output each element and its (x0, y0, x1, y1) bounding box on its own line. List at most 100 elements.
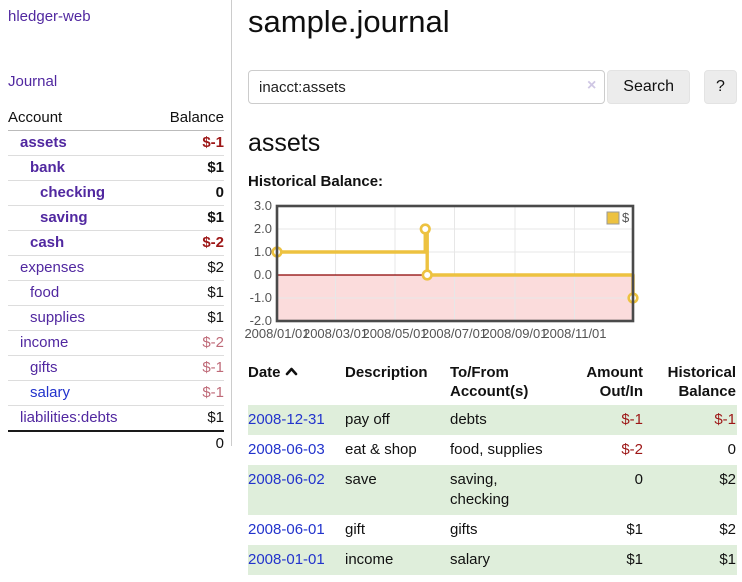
accounts-total-row: 0 (8, 430, 224, 456)
account-link-bank[interactable]: bank (30, 159, 66, 176)
register-header-account: To/From Account(s) (450, 364, 529, 400)
account-row: checking 0 (8, 180, 224, 206)
account-heading: assets (248, 129, 321, 157)
transaction-amount: $-1 (560, 405, 644, 435)
transaction-amount: $1 (560, 545, 644, 575)
search-input[interactable] (248, 70, 606, 104)
historical-balance-chart: $3.0 2.0 1.0 0.0 -1.0 -2.02008/01/012008/03/0… (244, 198, 639, 341)
transaction-balance: $-1 (644, 405, 737, 435)
account-row: assets $-1 (8, 131, 224, 156)
account-balance: $2 (152, 255, 224, 281)
transaction-date-link[interactable]: 2008-06-02 (248, 471, 325, 488)
account-row: income $-2 (8, 330, 224, 356)
account-balance: $1 (152, 205, 224, 231)
account-balance: $1 (152, 405, 224, 431)
search-bar: × Search ? (248, 70, 737, 104)
transaction-date-link[interactable]: 2008-01-01 (248, 551, 325, 568)
account-link-liabilities-debts[interactable]: liabilities:debts (20, 409, 118, 426)
account-link-food[interactable]: food (30, 284, 60, 301)
account-balance: $-1 (152, 380, 224, 406)
svg-text:2008/07/01: 2008/07/01 (422, 326, 487, 341)
transaction-description: eat & shop (345, 441, 417, 458)
svg-text:-1.0: -1.0 (250, 290, 272, 305)
transaction-description: gift (345, 521, 366, 538)
account-balance: $1 (152, 305, 224, 331)
transaction-balance: $1 (644, 545, 737, 575)
svg-text:2008/05/01: 2008/05/01 (362, 326, 427, 341)
search-button[interactable]: Search (607, 70, 690, 104)
transaction-accounts: gifts (450, 521, 478, 538)
account-row: liabilities:debts $1 (8, 405, 224, 431)
account-balance: 0 (152, 180, 224, 206)
main-content: sample.journal × Search ? assets Histori… (244, 0, 737, 575)
register-header-balance: Historical Balance (667, 364, 736, 400)
chart-title: Historical Balance: (248, 173, 384, 190)
account-row: supplies $1 (8, 305, 224, 331)
transaction-accounts: salary (450, 545, 560, 575)
account-link-salary[interactable]: salary (30, 384, 71, 401)
account-balance: $-1 (202, 134, 224, 151)
transaction-accounts: food, supplies (450, 441, 543, 458)
account-column-header: Account (8, 107, 153, 131)
account-balance: $-2 (152, 230, 224, 256)
help-button[interactable]: ? (704, 70, 737, 104)
app-title-link[interactable]: hledger-web (8, 8, 91, 25)
transaction-amount: 0 (560, 465, 644, 515)
account-row: bank $1 (8, 155, 224, 181)
svg-text:2.0: 2.0 (254, 221, 272, 236)
account-link-supplies[interactable]: supplies (30, 309, 86, 326)
register-row: 2008-12-31 pay off debts $-1 $-1 (248, 405, 737, 435)
transaction-balance: $2 (644, 465, 737, 515)
svg-text:2008/09/01: 2008/09/01 (482, 326, 547, 341)
transaction-balance: 0 (727, 441, 736, 458)
transaction-balance: $2 (719, 521, 736, 538)
transaction-date-link[interactable]: 2008-06-01 (248, 521, 325, 538)
account-row: cash $-2 (8, 230, 224, 256)
transaction-description: income (345, 545, 450, 575)
svg-text:$: $ (622, 210, 630, 225)
transaction-date-link[interactable]: 2008-12-31 (248, 411, 325, 428)
svg-text:-2.0: -2.0 (250, 313, 272, 328)
account-link-checking[interactable]: checking (40, 184, 106, 201)
clear-search-icon[interactable]: × (586, 77, 597, 94)
svg-text:0.0: 0.0 (254, 267, 272, 282)
transaction-accounts: saving, checking (450, 465, 560, 515)
transaction-amount: $1 (626, 521, 643, 538)
register-header-date: Date (248, 361, 345, 405)
account-row: gifts $-1 (8, 355, 224, 381)
register-row: 2008-01-01 income salary $1 $1 (248, 545, 737, 575)
register-header-amount: Amount Out/In (586, 364, 643, 400)
register-row: 2008-06-03 eat & shop food, supplies $-2… (248, 435, 737, 465)
svg-text:3.0: 3.0 (254, 198, 272, 213)
account-link-gifts[interactable]: gifts (30, 359, 58, 376)
account-link-assets[interactable]: assets (20, 134, 67, 151)
account-row: saving $1 (8, 205, 224, 231)
transaction-amount: $-2 (621, 441, 643, 458)
transaction-description: save (345, 465, 450, 515)
accounts-total-value: 0 (152, 430, 224, 456)
account-link-saving[interactable]: saving (40, 209, 88, 226)
sidebar-item-journal[interactable]: Journal (8, 73, 58, 90)
svg-text:1.0: 1.0 (254, 244, 272, 259)
register-row: 2008-06-02 save saving, checking 0 $2 (248, 465, 737, 515)
transaction-date-link[interactable]: 2008-06-03 (248, 441, 325, 458)
svg-text:2008/03/01: 2008/03/01 (303, 326, 368, 341)
svg-text:2008/01/01: 2008/01/01 (244, 326, 309, 341)
register-header-description: Description (345, 364, 428, 381)
account-balance: $-2 (152, 330, 224, 356)
account-balance: $1 (152, 155, 224, 181)
account-row: food $1 (8, 280, 224, 306)
page-title: sample.journal (248, 4, 450, 39)
transaction-accounts: debts (450, 405, 560, 435)
account-balance: $1 (152, 280, 224, 306)
account-link-income[interactable]: income (20, 334, 69, 351)
sort-ascending-icon (285, 367, 297, 376)
transaction-description: pay off (345, 405, 450, 435)
account-row: expenses $2 (8, 255, 224, 281)
account-link-expenses[interactable]: expenses (20, 259, 85, 276)
register-table: Date Description To/From Account(s) Amoun… (248, 361, 737, 575)
account-balance: $-1 (152, 355, 224, 381)
svg-text:2008/11/01: 2008/11/01 (542, 326, 606, 341)
account-link-cash[interactable]: cash (30, 234, 65, 251)
